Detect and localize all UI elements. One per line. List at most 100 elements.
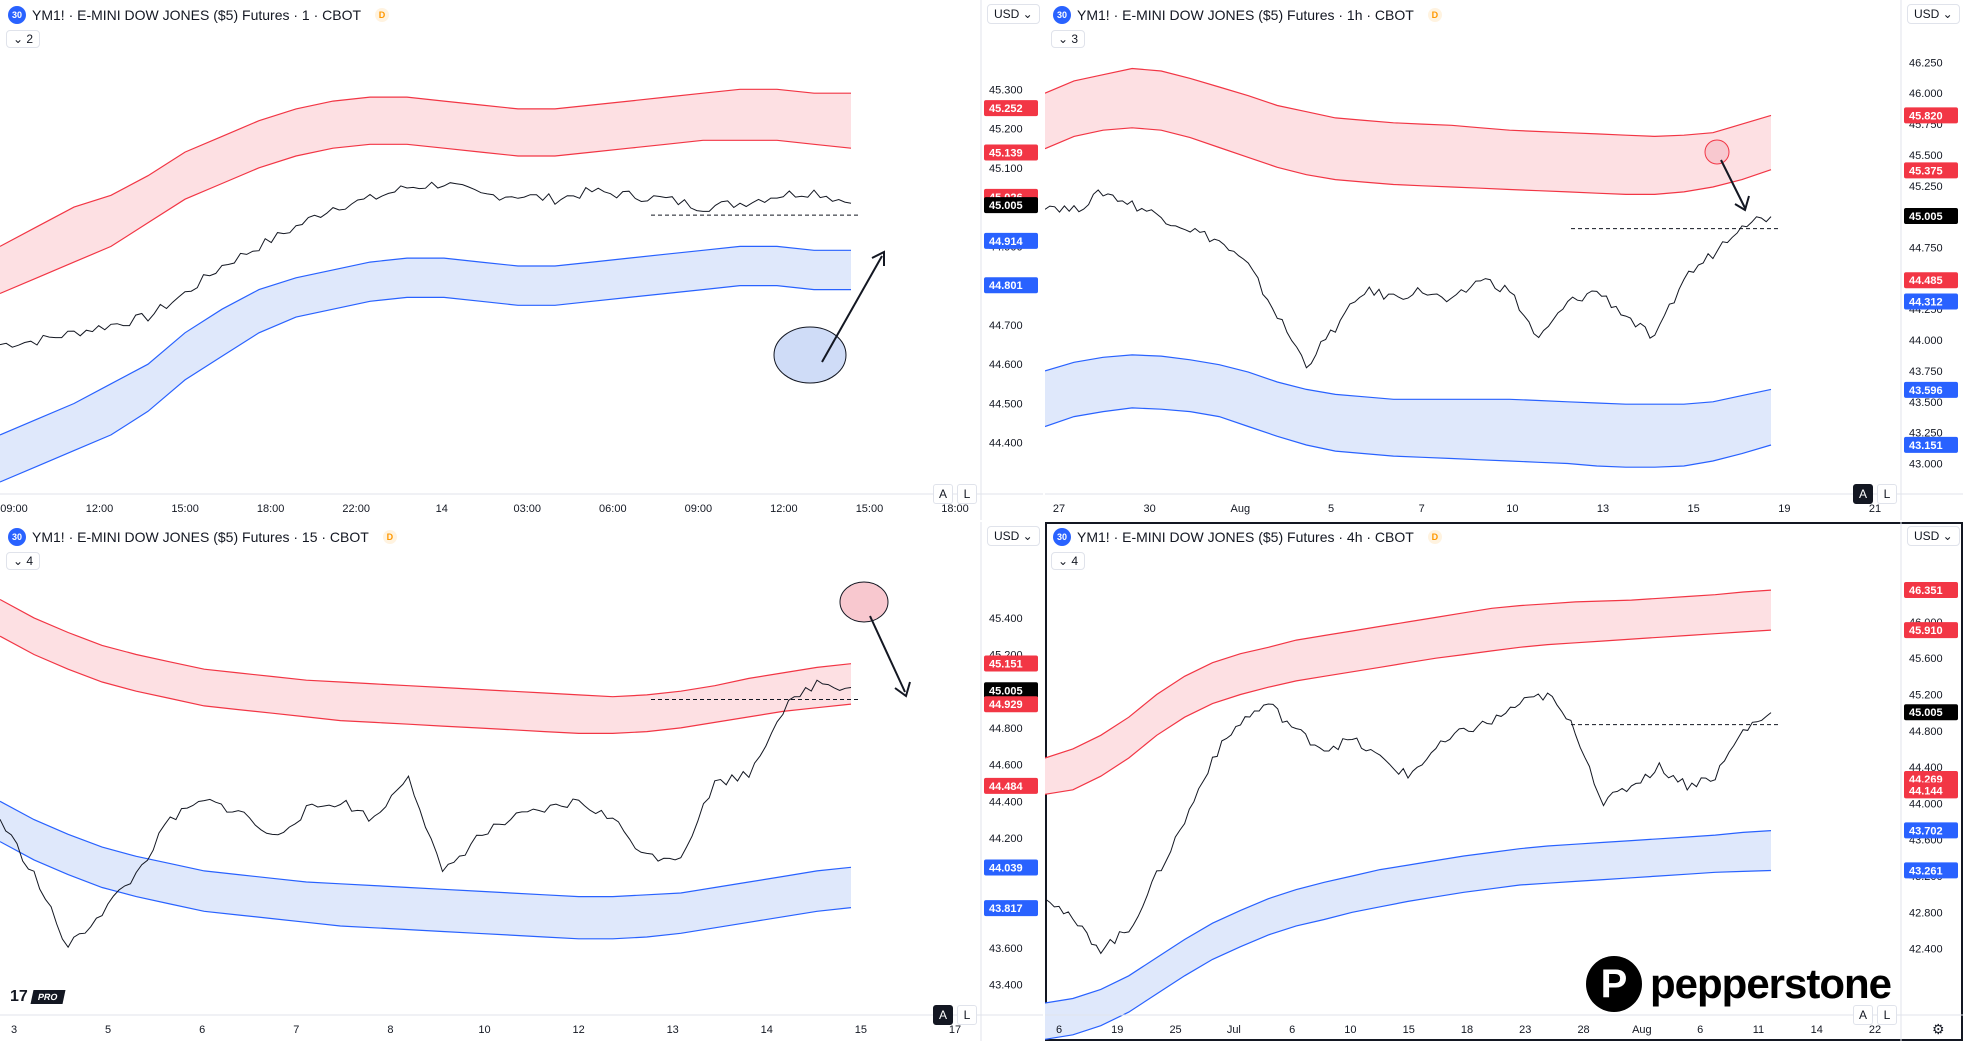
auto-scale-button[interactable]: A — [1853, 1005, 1873, 1025]
price-label-bg — [1904, 622, 1958, 639]
price-tick-label: 44.600 — [989, 760, 1023, 772]
symbol-logo-icon: 30 — [8, 6, 26, 24]
currency-select[interactable]: USD ⌄ — [1907, 4, 1960, 24]
price-tick-label: 46.000 — [1909, 88, 1943, 100]
auto-scale-button[interactable]: A — [1853, 484, 1873, 504]
lower-band-fill — [1045, 354, 1771, 468]
price-series-line — [1045, 189, 1772, 369]
log-scale-button[interactable]: L — [957, 484, 977, 504]
indicators-collapse-button[interactable]: ⌄ 2 — [6, 30, 41, 48]
annotation-circle — [773, 326, 847, 384]
time-tick-label: 18:00 — [257, 503, 285, 515]
annotation-circle — [839, 581, 889, 623]
price-label-bg — [1904, 582, 1958, 599]
price-tick-label: 42.400 — [1909, 944, 1943, 956]
price-label-bg — [984, 900, 1038, 917]
chart-pane-15m[interactable]: 30 YM1! · E-MINI DOW JONES ($5) Futures ·… — [0, 522, 1043, 1041]
upper-band-fill — [0, 599, 851, 734]
lower-band-fill — [1045, 830, 1771, 1040]
lower-band-fill — [0, 801, 851, 939]
lower-inner-line — [0, 800, 852, 898]
indicators-collapse-button[interactable]: ⌄ 4 — [6, 552, 41, 570]
price-label-bg — [984, 655, 1038, 672]
indicators-collapse-button[interactable]: ⌄ 3 — [1051, 30, 1086, 48]
price-label: 45.005 — [989, 685, 1023, 697]
price-label: 43.151 — [1909, 440, 1943, 452]
annotation-arrowhead — [894, 681, 911, 698]
price-chart-svg: 46.25046.00045.75045.50045.25045.00044.7… — [1045, 0, 1963, 520]
settings-gear-icon[interactable]: ⚙ — [1932, 1021, 1945, 1037]
price-label-bg — [1904, 272, 1958, 289]
price-tick-label: 44.400 — [989, 796, 1023, 808]
price-label: 45.005 — [1909, 707, 1943, 719]
price-tick-label: 44.000 — [1909, 335, 1943, 347]
chart-title[interactable]: YM1! · E-MINI DOW JONES ($5) Futures · 1… — [32, 529, 369, 545]
price-label-bg — [1904, 822, 1958, 839]
currency-select[interactable]: USD ⌄ — [987, 4, 1040, 24]
price-label: 45.005 — [1909, 211, 1943, 223]
delayed-data-icon[interactable]: D — [1427, 8, 1442, 22]
time-tick-label: 5 — [1328, 503, 1334, 515]
price-label: 44.485 — [1909, 275, 1943, 287]
upper-band-line — [1045, 589, 1772, 759]
chart-title[interactable]: YM1! · E-MINI DOW JONES ($5) Futures · 4… — [1077, 529, 1414, 545]
price-label-bg — [984, 100, 1038, 117]
price-label-bg — [984, 859, 1038, 876]
price-label-bg — [1904, 381, 1958, 398]
indicators-collapse-button[interactable]: ⌄ 4 — [1051, 552, 1086, 570]
time-tick-label: 21 — [1869, 503, 1881, 515]
chart-header: 30 YM1! · E-MINI DOW JONES ($5) Futures ·… — [8, 528, 397, 546]
delayed-data-icon[interactable]: D — [1427, 530, 1442, 544]
price-tick-label: 44.600 — [989, 359, 1023, 371]
log-scale-button[interactable]: L — [1877, 1005, 1897, 1025]
price-label-bg — [984, 696, 1038, 713]
time-tick-label: 3 — [11, 1024, 17, 1036]
symbol-logo-icon: 30 — [1053, 6, 1071, 24]
lower-inner-line — [0, 245, 851, 436]
chart-pane-4h[interactable]: 30 YM1! · E-MINI DOW JONES ($5) Futures ·… — [1045, 522, 1963, 1041]
time-tick-label: 15:00 — [856, 503, 884, 515]
time-tick-label: 5 — [105, 1024, 111, 1036]
price-label: 45.910 — [1909, 625, 1943, 637]
price-label-bg — [1904, 704, 1958, 721]
price-series-line — [0, 181, 852, 348]
upper-band-line — [0, 88, 851, 247]
time-tick-label: 30 — [1144, 503, 1156, 515]
price-label: 45.005 — [989, 200, 1023, 212]
delayed-data-icon[interactable]: D — [375, 8, 390, 22]
chart-pane-1m[interactable]: 30 YM1! · E-MINI DOW JONES ($5) Futures ·… — [0, 0, 1043, 520]
price-label-bg — [1904, 293, 1958, 310]
price-label: 44.484 — [989, 781, 1024, 793]
upper-band-fill — [1045, 68, 1771, 195]
tradingview-pro-logo: 17 PRO — [10, 988, 65, 1006]
price-chart-svg: 46.00045.60045.20044.80044.40044.00043.6… — [1045, 522, 1963, 1041]
upper-band-line — [0, 598, 852, 698]
chart-title[interactable]: YM1! · E-MINI DOW JONES ($5) Futures · 1… — [1077, 7, 1414, 23]
pepperstone-logo: P pepperstone — [1586, 956, 1892, 1012]
price-label: 43.261 — [1909, 865, 1943, 877]
delayed-data-icon[interactable]: D — [382, 530, 397, 544]
chart-title[interactable]: YM1! · E-MINI DOW JONES ($5) Futures · 1… — [32, 7, 362, 23]
time-tick-label: 10 — [1344, 1024, 1356, 1036]
time-tick-label: 13 — [1597, 503, 1609, 515]
currency-select[interactable]: USD ⌄ — [987, 526, 1040, 546]
annotation-arrowhead — [1734, 195, 1750, 212]
time-tick-label: 18 — [1461, 1024, 1473, 1036]
annotation-circle — [1704, 139, 1730, 165]
chart-pane-1h[interactable]: 30 YM1! · E-MINI DOW JONES ($5) Futures ·… — [1045, 0, 1963, 520]
auto-scale-button[interactable]: A — [933, 484, 953, 504]
auto-scale-button[interactable]: A — [933, 1005, 953, 1025]
log-scale-button[interactable]: L — [957, 1005, 977, 1025]
log-scale-button[interactable]: L — [1877, 484, 1897, 504]
price-tick-label: 45.200 — [1909, 689, 1943, 701]
price-label-bg — [984, 144, 1038, 161]
price-tick-label: 45.200 — [989, 124, 1023, 136]
currency-select[interactable]: USD ⌄ — [1907, 526, 1960, 546]
lower-band-line — [1045, 407, 1772, 468]
chart-header: 30 YM1! · E-MINI DOW JONES ($5) Futures ·… — [8, 6, 390, 24]
time-tick-label: 09:00 — [0, 503, 28, 515]
